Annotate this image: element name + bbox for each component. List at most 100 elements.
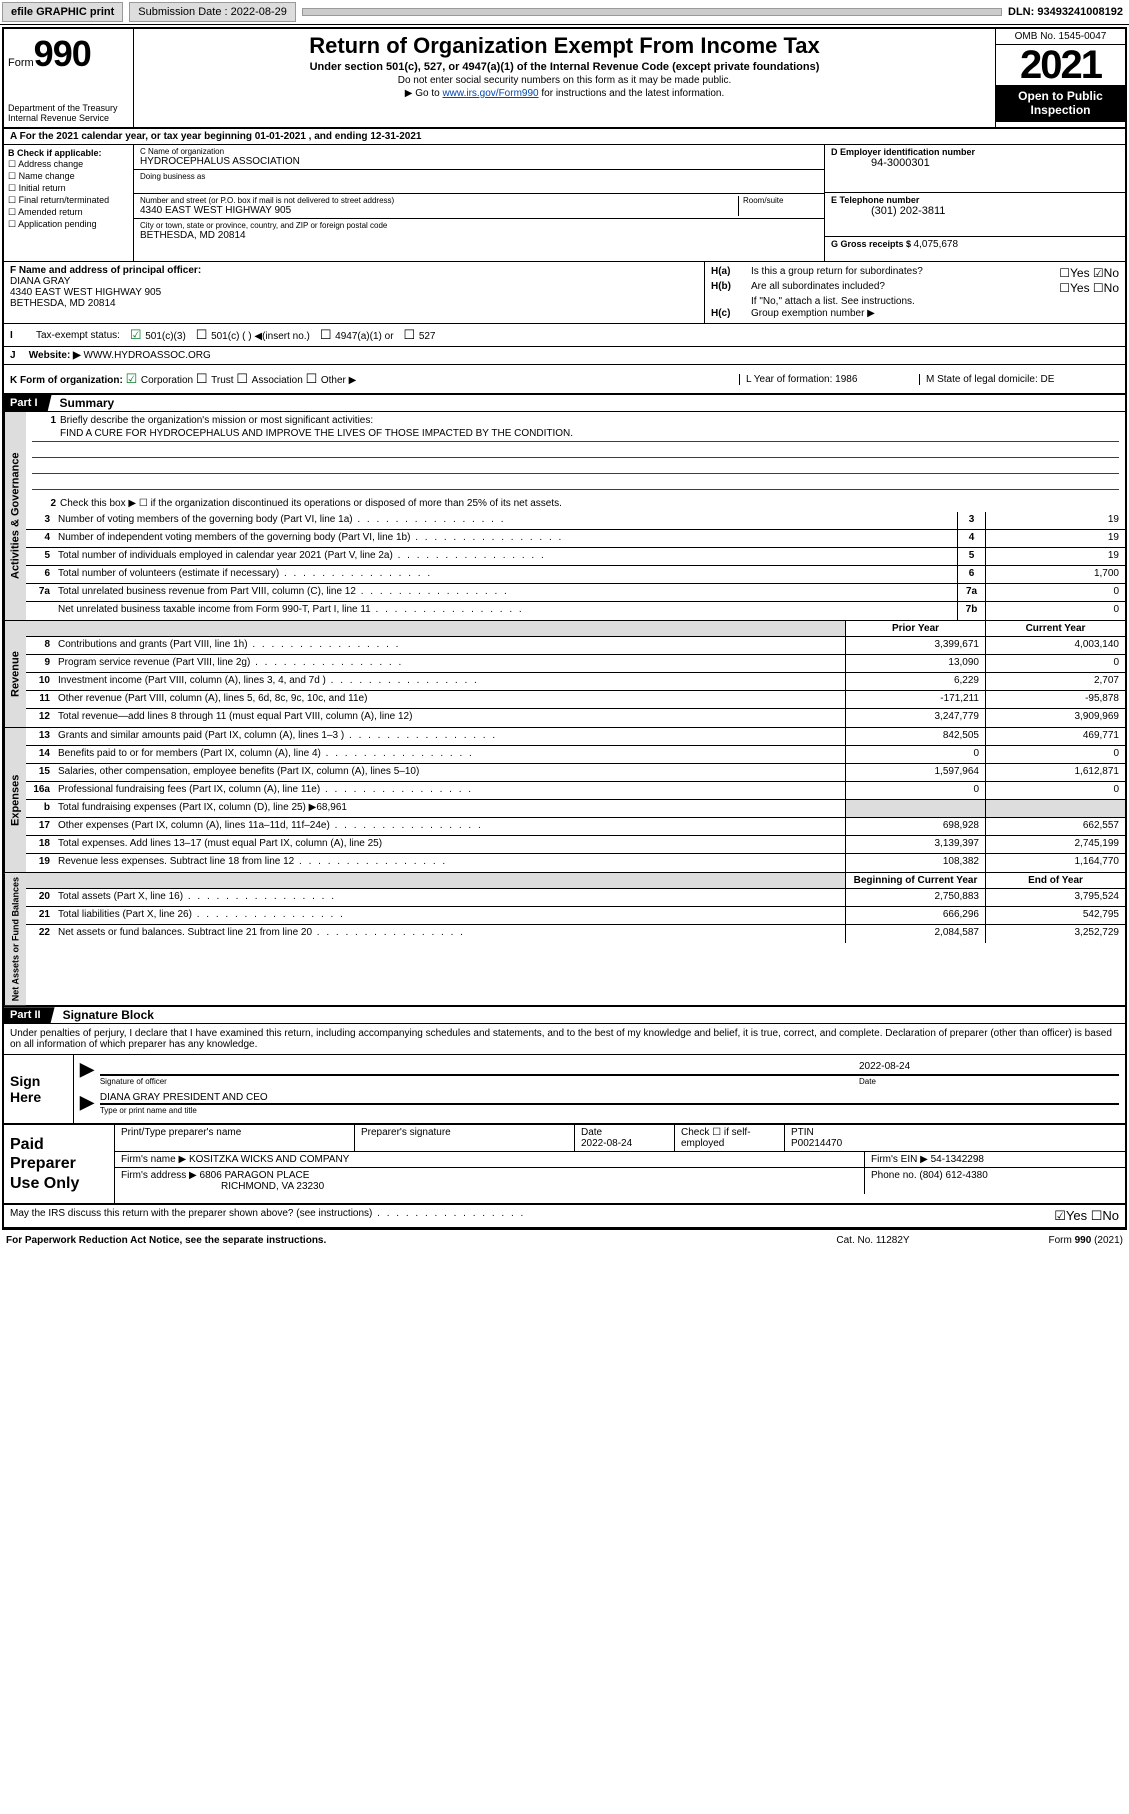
l16b-num: b [26,800,54,817]
line-16b: b Total fundraising expenses (Part IX, c… [26,800,1125,818]
netassets-section: Net Assets or Fund Balances Beginning of… [4,873,1125,1007]
goto-pre: Go to [415,88,442,99]
irs-label: Internal Revenue Service [8,113,129,123]
chk-4947[interactable]: 4947(a)(1) or [320,327,394,343]
l4-box: 4 [957,530,985,547]
chk-association[interactable]: Association [236,375,302,386]
l19-desc: Revenue less expenses. Subtract line 18 … [54,854,845,872]
city-cell: City or town, state or province, country… [134,219,824,243]
f-label: F Name and address of principal officer: [10,265,698,276]
governance-vlabel: Activities & Governance [4,412,26,620]
discuss-row: May the IRS discuss this return with the… [4,1205,1125,1228]
chk-corporation[interactable]: Corporation [126,375,194,386]
row-j-website: J Website: ▶ WWW.HYDROASSOC.ORG [4,347,1125,365]
l5-desc: Total number of individuals employed in … [54,548,957,565]
officer-sig-line: 2022-08-24 [100,1059,1119,1075]
revenue-content: Prior Year Current Year 8 Contributions … [26,621,1125,727]
l14-prior: 0 [845,746,985,763]
chk-address-change[interactable]: Address change [8,159,129,170]
chk-501c3[interactable]: 501(c)(3) [130,327,186,343]
line-20: 20 Total assets (Part X, line 16) 2,750,… [26,889,1125,907]
discuss-text: May the IRS discuss this return with the… [10,1208,969,1224]
j-lead: J [10,350,26,361]
efile-print-button[interactable]: efile GRAPHIC print [2,2,123,22]
l7a-desc: Total unrelated business revenue from Pa… [54,584,957,601]
l15-desc: Salaries, other compensation, employee b… [54,764,845,781]
toolbar-spacer [302,8,1002,16]
l6-val: 1,700 [985,566,1125,583]
chk-initial-return[interactable]: Initial return [8,183,129,194]
line2-num: 2 [32,498,60,509]
l11-prior: -171,211 [845,691,985,708]
l13-prior: 842,505 [845,728,985,745]
line-22: 22 Net assets or fund balances. Subtract… [26,925,1125,943]
l20-desc: Total assets (Part X, line 16) [54,889,845,906]
l18-desc: Total expenses. Add lines 13–17 (must eq… [54,836,845,853]
prep-date-lbl: Date [581,1127,602,1138]
l7b-num [26,602,54,620]
block-fh: F Name and address of principal officer:… [4,262,1125,324]
line-18: 18 Total expenses. Add lines 13–17 (must… [26,836,1125,854]
l17-num: 17 [26,818,54,835]
room-label: Room/suite [743,196,818,205]
city-label: City or town, state or province, country… [140,221,818,230]
firm-addr-lbl: Firm's address ▶ [121,1170,197,1181]
chk-501c[interactable]: 501(c) ( ) ◀(insert no.) [196,327,310,343]
row-k: K Form of organization: Corporation Trus… [4,365,1125,395]
goto-note: ▶ Go to www.irs.gov/Form990 for instruct… [142,88,987,99]
line-19: 19 Revenue less expenses. Subtract line … [26,854,1125,872]
header-right: OMB No. 1545-0047 2021 Open to Public In… [995,29,1125,127]
l6-desc: Total number of volunteers (estimate if … [54,566,957,583]
l8-desc: Contributions and grants (Part VIII, lin… [54,637,845,654]
l17-current: 662,557 [985,818,1125,835]
firm-addr-cell: Firm's address ▶ 6806 PARAGON PLACE RICH… [115,1168,865,1194]
chk-application-pending[interactable]: Application pending [8,219,129,230]
sign-arrow2: ▶ [80,1092,100,1115]
phone-label: E Telephone number [831,195,1119,205]
line-17: 17 Other expenses (Part IX, column (A), … [26,818,1125,836]
line-15: 15 Salaries, other compensation, employe… [26,764,1125,782]
line-4: 4 Number of independent voting members o… [26,530,1125,548]
chk-trust[interactable]: Trust [196,375,234,386]
hb-yesno[interactable] [1059,281,1119,295]
l21-begin: 666,296 [845,907,985,924]
chk-amended-return[interactable]: Amended return [8,207,129,218]
officer-sig-blank [100,1061,859,1072]
mission-text: FIND A CURE FOR HYDROCEPHALUS AND IMPROV… [32,428,1119,442]
sig-date-caption: Date [859,1075,1119,1086]
l7b-desc: Net unrelated business taxable income fr… [54,602,957,620]
l9-current: 0 [985,655,1125,672]
part2-title: Signature Block [55,1008,154,1022]
l4-val: 19 [985,530,1125,547]
header-left: Form990 Department of the Treasury Inter… [4,29,134,127]
ptin-val: P00214470 [791,1138,842,1149]
l4-desc: Number of independent voting members of … [54,530,957,547]
irs-link[interactable]: www.irs.gov/Form990 [442,88,538,99]
l21-num: 21 [26,907,54,924]
l7a-num: 7a [26,584,54,601]
firm-ein-cell: Firm's EIN ▶ 54-1342298 [865,1152,1125,1167]
l5-num: 5 [26,548,54,565]
col-h: H(a) Is this a group return for subordin… [705,262,1125,323]
l20-num: 20 [26,889,54,906]
chk-final-return[interactable]: Final return/terminated [8,195,129,206]
l7a-box: 7a [957,584,985,601]
firm-phone-val: (804) 612-4380 [919,1170,987,1181]
l14-current: 0 [985,746,1125,763]
prep-row2: Firm's name ▶ KOSITZKA WICKS AND COMPANY… [115,1152,1125,1168]
line-14: 14 Benefits paid to or for members (Part… [26,746,1125,764]
l16b-desc: Total fundraising expenses (Part IX, col… [54,800,845,817]
h-b-row: H(b) Are all subordinates included? [711,281,1119,295]
perjury-statement: Under penalties of perjury, I declare th… [4,1024,1125,1055]
name-title-caption: Type or print name and title [100,1104,1119,1115]
chk-other[interactable]: Other ▶ [306,375,357,386]
prep-right: Print/Type preparer's name Preparer's si… [114,1125,1125,1203]
chk-name-change[interactable]: Name change [8,171,129,182]
l7b-box: 7b [957,602,985,620]
ha-yesno[interactable] [1059,266,1119,280]
line-7a: 7a Total unrelated business revenue from… [26,584,1125,602]
chk-527[interactable]: 527 [404,327,436,343]
discuss-yesno[interactable]: ☑Yes ☐No [969,1208,1119,1224]
firm-addr1: 6806 PARAGON PLACE [200,1170,310,1181]
prep-selfemp-cell[interactable]: Check ☐ if self-employed [675,1125,785,1151]
